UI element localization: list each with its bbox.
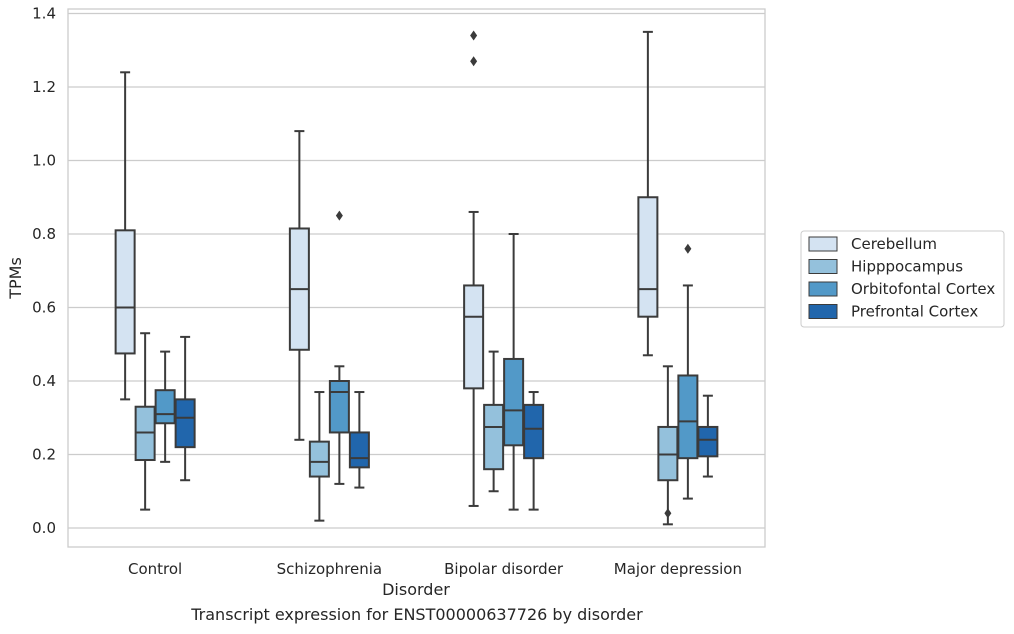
box-body (697, 425, 719, 458)
box-0-2 (154, 350, 176, 463)
box-1-0 (288, 130, 310, 441)
legend-swatch (808, 259, 838, 274)
x-tick-label: Major depression (614, 560, 742, 578)
outlier-point (335, 210, 343, 221)
box-body (637, 196, 659, 318)
box-2-2 (503, 233, 525, 511)
box-0-3 (174, 335, 196, 482)
y-tick-label: 0.0 (32, 519, 56, 537)
box-0-0 (114, 71, 136, 401)
legend-label: Orbitofontal Cortex (851, 280, 995, 298)
legend-label: Cerebellum (851, 235, 937, 253)
box-body (154, 389, 176, 425)
legend-label: Hipppocampus (851, 258, 963, 276)
box-body (677, 374, 699, 460)
legend: Cerebellum Hipppocampus Orbitofontal Corte… (800, 230, 1005, 328)
box-body (308, 440, 330, 478)
y-tick-label: 0.8 (32, 225, 56, 243)
y-axis-title: TPMs (6, 257, 25, 300)
box-1-3 (348, 391, 370, 489)
outlier-point (470, 30, 478, 41)
box-body (348, 431, 370, 469)
outlier-point (664, 508, 672, 519)
box-body (523, 403, 545, 460)
legend-swatch (808, 236, 838, 252)
box-series (114, 30, 719, 526)
box-3-1 (657, 365, 679, 526)
x-axis-title: Disorder (382, 580, 450, 599)
box-1-2 (328, 210, 350, 485)
box-body (483, 403, 505, 471)
outlier-point (684, 243, 692, 254)
box-2-0 (463, 30, 485, 507)
legend-swatch (808, 304, 838, 319)
x-axis-ticks: Control Schizophrenia Bipolar disorder Majo… (128, 560, 742, 578)
y-tick-label: 0.4 (32, 372, 56, 390)
box-2-3 (523, 391, 545, 511)
legend-swatch (808, 281, 838, 297)
box-body (463, 284, 485, 390)
legend-label: Prefrontal Cortex (851, 303, 978, 321)
box-3-3 (697, 394, 719, 478)
y-tick-label: 1.2 (32, 78, 56, 96)
x-tick-label: Bipolar disorder (444, 560, 564, 578)
box-3-0 (637, 30, 659, 357)
legend-frame (800, 230, 1005, 328)
box-body (174, 398, 196, 449)
chart-caption: Transcript expression for ENST0000063772… (191, 605, 643, 624)
y-tick-label: 0.6 (32, 299, 56, 317)
x-tick-label: Control (128, 560, 182, 578)
box-0-1 (134, 332, 156, 511)
box-body (114, 229, 136, 355)
x-tick-label: Schizophrenia (277, 560, 382, 578)
y-tick-label: 1.0 (32, 152, 56, 170)
outlier-point (470, 56, 478, 67)
box-3-2 (677, 243, 699, 500)
box-body (503, 357, 525, 447)
box-1-1 (308, 391, 330, 522)
box-body (328, 380, 350, 434)
box-2-1 (483, 350, 505, 493)
y-tick-label: 1.4 (32, 5, 56, 23)
y-axis-ticks: 0.0 0.2 0.4 0.6 0.8 1.0 1.2 1.4 (32, 5, 56, 538)
plot-area-frame (67, 8, 766, 548)
y-tick-label: 0.2 (32, 446, 56, 464)
